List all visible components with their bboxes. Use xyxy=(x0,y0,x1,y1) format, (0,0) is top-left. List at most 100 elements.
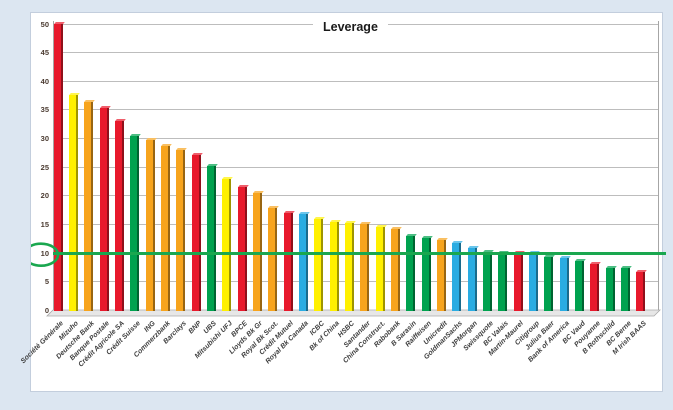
bar-3d-top xyxy=(130,133,142,136)
bar-royal-bk-scot- xyxy=(268,206,280,311)
bar-3d-side xyxy=(198,154,201,311)
bar-3d-top xyxy=(299,212,310,215)
bar-3d-top xyxy=(544,255,556,258)
bar-3d-side xyxy=(336,221,339,311)
gridline-45 xyxy=(53,52,658,54)
axis-line xyxy=(658,21,659,310)
y-tick-30: 30 xyxy=(40,134,49,144)
bar-3d-top xyxy=(283,211,295,214)
y-tick-50: 50 xyxy=(40,19,49,29)
bar-3d-top xyxy=(391,227,402,230)
bar-3d-top xyxy=(452,240,464,243)
bar-3d-top xyxy=(176,148,188,151)
bar-3d-side xyxy=(490,251,493,311)
bar-3d-side xyxy=(121,121,124,311)
bar-pouyanne xyxy=(590,261,602,311)
bar-bank-of-america xyxy=(559,255,571,311)
y-tick-15: 15 xyxy=(40,220,49,230)
bar-3d-side xyxy=(367,224,370,311)
bar-santander xyxy=(360,222,372,311)
bar-bk-of-china xyxy=(329,219,341,311)
bar-3d-top xyxy=(222,177,234,180)
bar-3d-side xyxy=(520,252,523,311)
y-tick-5: 5 xyxy=(44,277,49,287)
bar-3d-top xyxy=(329,219,341,222)
bar-3d-side xyxy=(612,267,615,311)
bar-3d-top xyxy=(314,217,326,220)
y-tick-35: 35 xyxy=(40,105,49,115)
bar-3d-top xyxy=(575,259,586,262)
bar-3d-side xyxy=(551,257,554,311)
y-tick-10: 10 xyxy=(40,248,49,258)
y-tick-40: 40 xyxy=(40,76,49,86)
bar-raiffeisen xyxy=(421,235,433,311)
bar-3d-top xyxy=(68,92,80,95)
bar-3d-top xyxy=(605,265,617,268)
bar-3d-top xyxy=(115,119,126,122)
bar-3d-top xyxy=(621,266,632,269)
bar-3d-side xyxy=(244,187,247,311)
bar-3d-side xyxy=(474,247,477,311)
bar-3d-side xyxy=(536,253,539,311)
bar-3d-side xyxy=(91,102,94,311)
bar-swissquote xyxy=(483,249,494,311)
y-tick-20: 20 xyxy=(40,191,49,201)
bar-3d-side xyxy=(643,272,646,311)
bar-3d-side xyxy=(444,239,446,311)
bar-mitsubishi-ufj xyxy=(222,177,234,311)
y-tick-0: 0 xyxy=(44,306,49,315)
bar-b-rothschild xyxy=(605,265,617,311)
bar-citigroup xyxy=(529,251,540,311)
bar-bpce xyxy=(237,185,249,311)
leverage-chart: 0 5 10 15 20 25 30 35 40 45 50 Société Générale Miz… xyxy=(20,12,666,392)
bar-3d-top xyxy=(253,191,264,194)
bar-3d-side xyxy=(505,252,508,311)
bar-b-sarasin xyxy=(406,233,418,311)
bar-3d-side xyxy=(321,219,324,311)
bar-3d-top xyxy=(406,233,418,236)
bar-3d-side xyxy=(413,235,416,311)
bar-3d-top xyxy=(421,235,433,238)
y-tick-25: 25 xyxy=(40,162,49,172)
target-leverage-line xyxy=(53,251,666,255)
bar-3d-side xyxy=(305,214,308,311)
bar-commerzbank xyxy=(160,144,172,311)
bar-3d-top xyxy=(590,261,602,264)
gridline-40 xyxy=(53,80,658,82)
gridline-15 xyxy=(53,224,658,226)
bar-3d-top xyxy=(145,137,157,140)
y-tick-45: 45 xyxy=(40,48,49,58)
bar-hsbc xyxy=(344,221,356,311)
bar-3d-top xyxy=(191,152,203,155)
bar-3d-top xyxy=(161,144,172,147)
bar-bc-berne xyxy=(621,266,632,311)
bar-icbc xyxy=(314,217,326,311)
bar-3d-side xyxy=(106,108,109,311)
bar-3d-side xyxy=(60,23,63,311)
bar-3d-top xyxy=(636,270,648,273)
gridline-25 xyxy=(53,166,658,168)
bar-3d-top xyxy=(559,255,571,258)
bar-3d-top xyxy=(375,225,387,228)
bar-3d-side xyxy=(167,146,170,311)
gridline-20 xyxy=(53,195,658,197)
gridline-30 xyxy=(53,138,658,140)
bar-cr-dit-suisse xyxy=(130,133,142,311)
bar-goldmansachs xyxy=(452,240,464,311)
bar-soci-t-g-n-rale xyxy=(53,21,65,311)
bar-julius-baer xyxy=(544,255,556,311)
bar-3d-top xyxy=(84,100,96,102)
bar-3d-side xyxy=(137,135,140,311)
bar-ubs xyxy=(206,163,218,311)
bar-barclays xyxy=(176,148,188,311)
bar-3d-side xyxy=(152,139,155,311)
bar-3d-side xyxy=(351,223,354,311)
bar-3d-side xyxy=(582,261,585,311)
bar-3d-top xyxy=(237,185,249,188)
bar-3d-side xyxy=(397,229,400,311)
bar-jpmorgan xyxy=(467,245,479,311)
bar-3d-side xyxy=(459,242,462,311)
gridline-35 xyxy=(53,109,658,111)
bar-3d-side xyxy=(566,257,569,311)
